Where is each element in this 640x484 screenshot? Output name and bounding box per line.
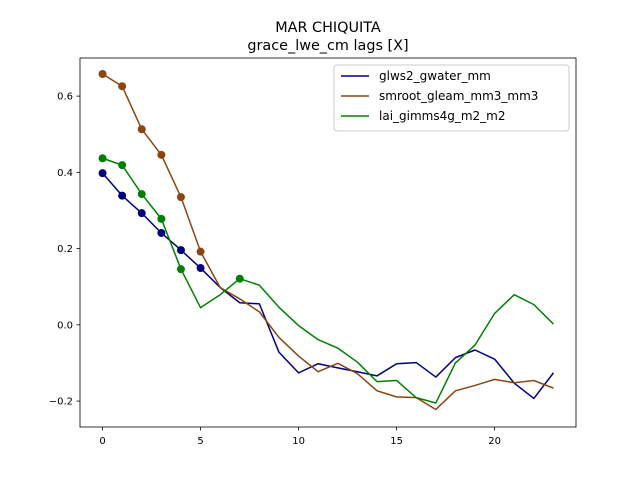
data-point-lai-gimms4g-m2-m2: [137, 190, 146, 199]
data-point-glws2-gwater-mm: [157, 228, 166, 237]
data-point-glws2-gwater-mm: [196, 264, 205, 273]
x-tick-label: 10: [292, 436, 305, 447]
data-point-glws2-gwater-mm: [176, 246, 185, 255]
legend-label-glws2-gwater-mm: glws2_gwater_mm: [379, 69, 491, 83]
legend-label-smroot-gleam-mm3-mm3: smroot_gleam_mm3_mm3: [379, 89, 538, 103]
data-point-glws2-gwater-mm: [137, 209, 146, 218]
data-point-lai-gimms4g-m2-m2: [157, 214, 166, 223]
legend: glws2_gwater_mm smroot_gleam_mm3_mm3 lai_g…: [333, 64, 570, 132]
data-point-smroot-gleam-mm3-mm3: [137, 125, 146, 134]
x-tick-label: 5: [197, 436, 203, 447]
data-point-smroot-gleam-mm3-mm3: [157, 150, 166, 159]
legend-box: [333, 64, 570, 132]
x-tick-label: 0: [99, 436, 105, 447]
data-point-lai-gimms4g-m2-m2: [118, 161, 127, 170]
y-tick-label: −0.2: [49, 397, 73, 408]
plot-frame: [79, 57, 577, 428]
data-point-lai-gimms4g-m2-m2: [98, 154, 107, 163]
y-tick-label: 0.0: [57, 320, 73, 331]
chart-subtitle: grace_lwe_cm lags [X]: [247, 38, 408, 54]
data-point-lai-gimms4g-m2-m2: [176, 265, 185, 274]
data-point-smroot-gleam-mm3-mm3: [176, 193, 185, 202]
x-tick-label: 20: [488, 436, 501, 447]
series-line-lai-gimms4g-m2-m2: [102, 157, 554, 404]
data-point-smroot-gleam-mm3-mm3: [118, 82, 127, 91]
data-point-smroot-gleam-mm3-mm3: [98, 70, 107, 79]
series-line-glws2-gwater-mm: [101, 172, 555, 400]
x-tick-label: 15: [390, 436, 403, 447]
chart-title: MAR CHIQUITA: [275, 20, 381, 36]
data-point-smroot-gleam-mm3-mm3: [196, 247, 205, 256]
data-point-lai-gimms4g-m2-m2: [235, 274, 244, 283]
series-line-smroot-gleam-mm3-mm3: [102, 73, 554, 411]
y-tick-label: 0.2: [57, 244, 73, 255]
legend-label-lai-gimms4g-m2-m2: lai_gimms4g_m2_m2: [379, 109, 506, 123]
data-point-glws2-gwater-mm: [118, 191, 127, 200]
y-tick-label: 0.6: [57, 92, 73, 103]
y-tick-label: 0.4: [57, 168, 73, 179]
data-point-glws2-gwater-mm: [98, 169, 107, 178]
